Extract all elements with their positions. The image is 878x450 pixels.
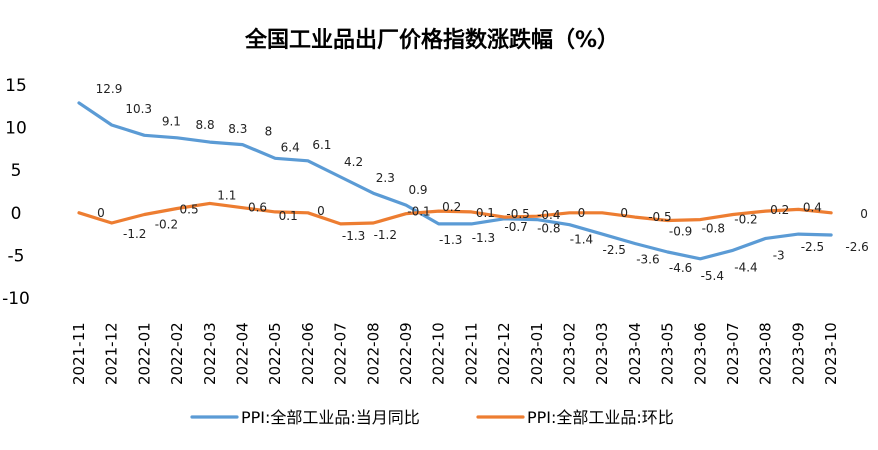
y-tick-label: 5 <box>11 161 22 181</box>
x-tick-label: 2022-04 <box>234 322 252 385</box>
data-label: 8.8 <box>196 118 215 132</box>
data-label: -2.5 <box>602 243 625 257</box>
x-axis: 2021-11 2021-12 2022-01 2022-02 2022-03 2022-… <box>70 322 840 385</box>
data-label: 0 <box>860 207 868 221</box>
data-label: -0.8 <box>702 222 725 236</box>
x-tick-label: 2022-01 <box>135 322 153 385</box>
data-label: 0.5 <box>180 203 199 217</box>
chart-title: 全国工业品出厂价格指数涨跌幅（%） <box>244 27 619 53</box>
data-label: 0.4 <box>803 200 822 214</box>
y-tick-label: 0 <box>11 204 22 224</box>
x-tick-label: 2023-04 <box>626 322 644 385</box>
data-label: -0.2 <box>155 218 178 232</box>
x-tick-label: 2022-09 <box>397 322 415 385</box>
x-tick-label: 2022-10 <box>430 322 448 385</box>
data-label: 1.1 <box>217 188 236 202</box>
data-label: 0.2 <box>442 200 461 214</box>
x-tick-label: 2023-07 <box>724 322 742 385</box>
data-label: -1.2 <box>374 228 397 242</box>
legend-label-0: PPI:全部工业品:当月同比 <box>241 408 420 427</box>
x-tick-label: 2023-09 <box>789 322 807 385</box>
x-tick-label: 2022-06 <box>299 322 317 385</box>
data-label: -1.4 <box>570 233 593 247</box>
data-label: -1.3 <box>342 229 365 243</box>
series-line-1 <box>77 201 833 226</box>
data-label: -0.8 <box>537 222 560 236</box>
data-label: 0 <box>578 206 586 220</box>
data-label: 0.1 <box>279 209 298 223</box>
data-label: -0.9 <box>669 224 692 238</box>
data-label: 0.9 <box>408 183 427 197</box>
x-tick-label: 2021-12 <box>103 322 121 385</box>
x-tick-label: 2022-08 <box>364 322 382 385</box>
data-label: 0.1 <box>476 206 495 220</box>
data-label: -4.6 <box>669 261 692 275</box>
data-label: 4.2 <box>344 155 363 169</box>
data-label: 10.3 <box>125 102 152 116</box>
x-tick-label: 2023-03 <box>593 322 611 385</box>
x-tick-label: 2022-07 <box>332 322 350 385</box>
x-tick-label: 2022-12 <box>495 322 513 385</box>
data-label: -2.5 <box>801 240 824 254</box>
x-tick-label: 2022-03 <box>201 322 219 385</box>
data-label: 6.1 <box>312 138 331 152</box>
data-labels: 12.910.3 9.1 8.8 8.3 8 6.4 6.1 4.2 2.3 0.9 -1.3 -1.… <box>96 82 869 283</box>
x-tick-label: 2023-10 <box>822 322 840 385</box>
data-label: 0.2 <box>770 203 789 217</box>
data-label: 0 <box>620 206 628 220</box>
legend-label-1: PPI:全部工业品:环比 <box>527 408 674 427</box>
data-label: -0.2 <box>734 213 757 227</box>
x-tick-label: 2023-02 <box>561 322 579 385</box>
x-tick-label: 2023-08 <box>757 322 775 385</box>
data-label: -0.4 <box>537 208 560 222</box>
data-label: -3.6 <box>636 252 659 266</box>
series-line-0 <box>77 101 833 261</box>
x-tick-label: 2023-01 <box>528 322 546 385</box>
data-label: 0.6 <box>248 201 267 215</box>
y-tick-label: -5 <box>8 246 25 266</box>
y-axis: 15 10 5 0 -5 -10 <box>2 76 30 309</box>
data-label: 8.3 <box>228 122 247 136</box>
x-tick-label: 2022-05 <box>266 322 284 385</box>
data-label: -5.4 <box>701 269 724 283</box>
data-label: -1.3 <box>472 231 495 245</box>
data-label: -1.2 <box>123 227 146 241</box>
x-tick-label: 2023-06 <box>691 322 709 385</box>
data-label: -1.3 <box>439 233 462 247</box>
data-label: -4.4 <box>734 260 757 274</box>
x-tick-label: 2022-02 <box>168 322 186 385</box>
data-label: -0.1 <box>407 205 430 219</box>
data-label: -2.6 <box>845 240 868 254</box>
y-tick-label: 15 <box>5 76 27 96</box>
y-tick-label: -10 <box>2 289 30 309</box>
data-label: 0 <box>317 204 325 218</box>
data-label: -0.7 <box>504 220 527 234</box>
data-label: 6.4 <box>281 140 300 154</box>
data-label: 8 <box>265 125 273 139</box>
y-tick-label: 10 <box>5 119 27 139</box>
data-label: 0 <box>97 206 105 220</box>
x-tick-label: 2021-11 <box>70 322 88 385</box>
data-label: -3 <box>773 248 785 262</box>
series-lines <box>77 101 833 261</box>
data-label: 9.1 <box>162 114 181 128</box>
data-label: -0.5 <box>648 210 671 224</box>
x-tick-label: 2022-11 <box>462 322 480 385</box>
data-label: 12.9 <box>96 82 123 96</box>
data-label: 2.3 <box>376 171 395 185</box>
x-tick-label: 2023-05 <box>659 322 677 385</box>
legend: PPI:全部工业品:当月同比 PPI:全部工业品:环比 <box>190 408 674 427</box>
data-label: -0.5 <box>506 207 529 221</box>
